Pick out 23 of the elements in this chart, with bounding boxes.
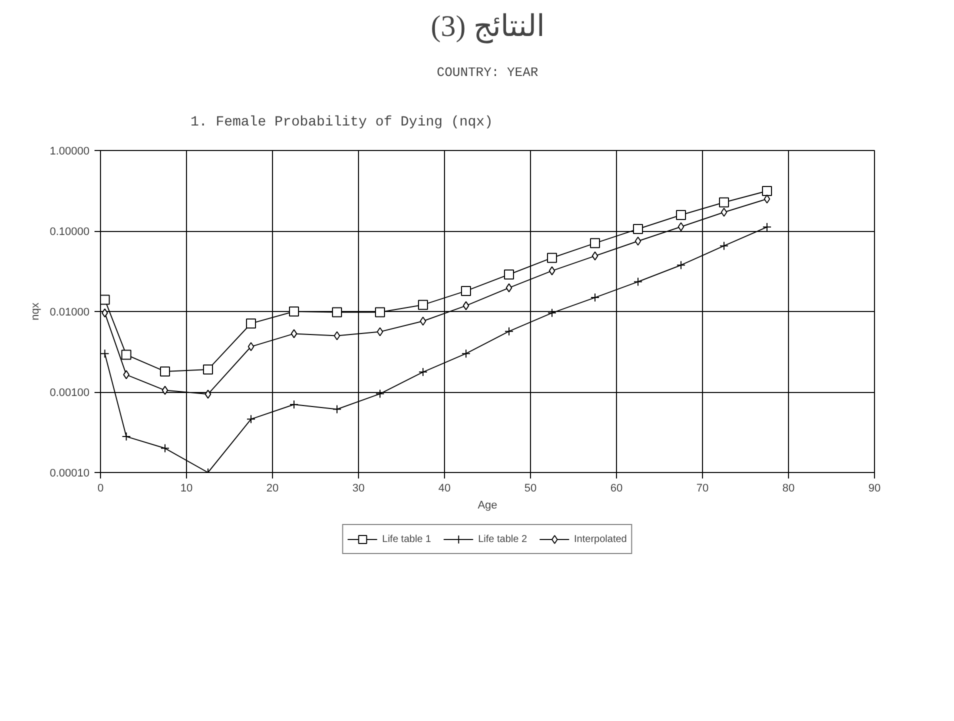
x-tick-label: 60 [610,482,623,494]
x-tick-label: 30 [352,482,365,494]
y-tick-label: 0.10000 [50,226,90,238]
y-tick-label: 1.00000 [50,146,90,158]
x-tick-label: 70 [696,482,709,494]
x-tick-label: 50 [524,482,537,494]
legend-label: Life table 2 [478,534,528,544]
x-tick-label: 0 [97,482,104,494]
y-tick-label: 0.00010 [50,468,90,480]
y-tick-label: 0.00100 [50,387,90,399]
y-tick-label: 0.01000 [50,306,90,318]
y-axis-title: nqx [30,302,42,320]
chart-subtitle: COUNTRY: YEAR [436,65,538,80]
x-tick-label: 90 [868,482,881,494]
text: 1. Female Probability of Dying (nqx) [190,114,493,130]
x-axis-title: Age [478,500,498,512]
x-tick-label: 20 [266,482,279,494]
x-tick-label: 10 [180,482,193,494]
legend-label: Interpolated [574,534,627,544]
x-tick-label: 80 [782,482,795,494]
legend-label: Life table 1 [382,534,432,544]
chart-title: النتائج (3) [430,10,544,44]
x-tick-label: 40 [438,482,451,494]
